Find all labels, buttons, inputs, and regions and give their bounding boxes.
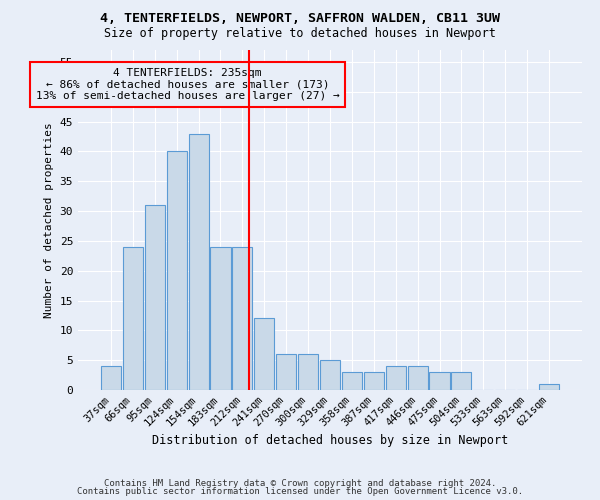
Bar xyxy=(167,152,187,390)
Text: 4 TENTERFIELDS: 235sqm
← 86% of detached houses are smaller (173)
13% of semi-de: 4 TENTERFIELDS: 235sqm ← 86% of detached… xyxy=(36,68,340,101)
Bar xyxy=(430,372,449,390)
Text: 4, TENTERFIELDS, NEWPORT, SAFFRON WALDEN, CB11 3UW: 4, TENTERFIELDS, NEWPORT, SAFFRON WALDEN… xyxy=(100,12,500,26)
Bar xyxy=(276,354,296,390)
Bar xyxy=(123,247,143,390)
Bar xyxy=(254,318,274,390)
X-axis label: Distribution of detached houses by size in Newport: Distribution of detached houses by size … xyxy=(152,434,508,447)
Text: Contains public sector information licensed under the Open Government Licence v3: Contains public sector information licen… xyxy=(77,487,523,496)
Y-axis label: Number of detached properties: Number of detached properties xyxy=(44,122,54,318)
Bar xyxy=(188,134,209,390)
Bar xyxy=(407,366,428,390)
Bar xyxy=(211,247,230,390)
Bar xyxy=(364,372,384,390)
Bar xyxy=(539,384,559,390)
Bar xyxy=(232,247,253,390)
Bar xyxy=(320,360,340,390)
Text: Size of property relative to detached houses in Newport: Size of property relative to detached ho… xyxy=(104,28,496,40)
Bar xyxy=(451,372,472,390)
Bar xyxy=(342,372,362,390)
Bar xyxy=(145,205,165,390)
Text: Contains HM Land Registry data © Crown copyright and database right 2024.: Contains HM Land Registry data © Crown c… xyxy=(104,478,496,488)
Bar xyxy=(298,354,318,390)
Bar xyxy=(386,366,406,390)
Bar xyxy=(101,366,121,390)
